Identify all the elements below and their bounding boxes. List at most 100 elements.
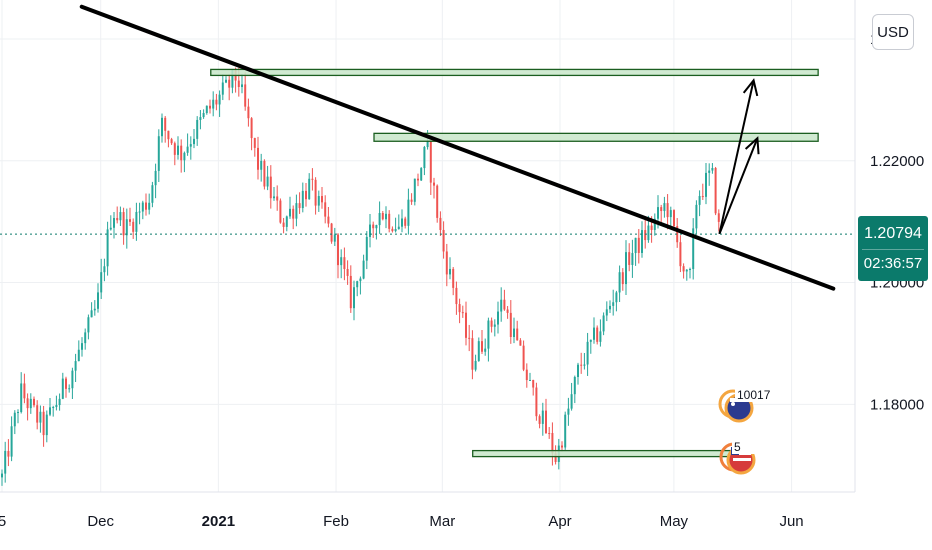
- candle-body: [333, 234, 336, 242]
- candle-body: [503, 299, 506, 310]
- currency-label[interactable]: USD: [872, 14, 914, 50]
- candle-body: [641, 230, 643, 253]
- candle-body: [628, 252, 631, 265]
- candle-body: [685, 269, 688, 272]
- candle-body: [381, 213, 384, 220]
- support-resistance-zone[interactable]: [210, 68, 819, 77]
- candle-body: [349, 275, 352, 309]
- candle-body: [7, 450, 10, 457]
- candle-body: [183, 152, 186, 161]
- candle-body: [481, 341, 483, 352]
- candle-body: [605, 309, 608, 316]
- event-badge-1[interactable]: 10017: [718, 386, 771, 423]
- candle-body: [625, 252, 627, 285]
- trendline[interactable]: [79, 4, 836, 291]
- candle-body: [68, 388, 71, 390]
- projection-arrows[interactable]: [718, 78, 760, 235]
- candle-body: [180, 145, 183, 161]
- candle-body: [337, 234, 339, 266]
- candle-body: [535, 387, 538, 417]
- candle-body: [84, 332, 87, 344]
- candle-body: [189, 144, 192, 147]
- candle-body: [29, 398, 32, 409]
- candle-body: [525, 369, 528, 381]
- candle-body: [74, 361, 77, 371]
- candle-body: [196, 119, 199, 139]
- event-badge-2[interactable]: 5: [719, 438, 756, 475]
- candle-body: [474, 360, 477, 370]
- candle-body: [407, 199, 410, 226]
- candle-body: [167, 130, 170, 140]
- support-resistance-zone[interactable]: [373, 132, 819, 142]
- event-badge-count: 5: [734, 440, 741, 454]
- current-price-badge: 1.20794 02:36:57: [858, 216, 928, 281]
- candle-body: [298, 203, 301, 209]
- candle-body: [311, 178, 314, 180]
- candle-body: [471, 338, 474, 370]
- candle-body: [490, 320, 493, 327]
- x-tick-label: Apr: [548, 513, 571, 530]
- candle-body: [545, 410, 547, 434]
- candle-body: [388, 213, 391, 229]
- candle-body: [202, 112, 205, 118]
- candle-body: [282, 222, 285, 227]
- candle-body: [215, 99, 218, 105]
- candle-body: [205, 105, 208, 113]
- candle-body: [253, 138, 256, 148]
- candle-body: [509, 312, 512, 338]
- candle-body: [324, 202, 327, 217]
- candle-body: [676, 226, 679, 243]
- candle-body: [417, 178, 419, 181]
- candle-body: [36, 405, 39, 423]
- candle-body: [237, 80, 240, 88]
- candle-body: [1, 473, 3, 478]
- candle-body: [458, 304, 461, 313]
- event-badge-count: 10017: [737, 388, 771, 402]
- candle-body: [109, 227, 112, 230]
- candle-body: [570, 394, 573, 409]
- candle-body: [42, 411, 45, 436]
- candle-body: [321, 196, 323, 203]
- candle-body: [663, 203, 666, 212]
- candle-body: [103, 266, 106, 273]
- candle-body: [257, 147, 259, 170]
- candle-body: [209, 105, 211, 109]
- candle-body: [301, 190, 304, 209]
- candle-body: [218, 94, 221, 105]
- x-tick-label: Dec: [87, 513, 114, 530]
- candle-body: [263, 160, 266, 187]
- candle-body: [500, 299, 503, 312]
- candle-body: [247, 106, 250, 119]
- candle-body: [452, 268, 455, 288]
- candle-body: [125, 219, 128, 236]
- candle-body: [413, 178, 416, 202]
- candle-body: [561, 445, 563, 448]
- candle-body: [228, 79, 231, 88]
- candle-body: [689, 269, 691, 271]
- candle-body: [567, 408, 570, 415]
- candle-body: [513, 328, 515, 338]
- support-resistance-zone[interactable]: [472, 449, 732, 458]
- candle-body: [692, 228, 695, 270]
- candle-body: [241, 84, 243, 88]
- candle-body: [589, 339, 592, 342]
- candle-body: [17, 412, 19, 414]
- candle-body: [404, 218, 407, 226]
- candle-body: [340, 257, 343, 266]
- candle-body: [701, 196, 704, 198]
- candle-body: [477, 341, 480, 361]
- candle-body: [289, 208, 291, 217]
- candle-body: [93, 308, 96, 311]
- candle-body: [13, 412, 16, 427]
- candle-body: [141, 202, 144, 212]
- candle-body: [372, 224, 375, 229]
- candle-body: [596, 327, 599, 342]
- zone-rectangles[interactable]: [210, 68, 819, 458]
- candle-body: [551, 433, 554, 454]
- candle-body: [212, 99, 215, 109]
- candle-body: [410, 199, 413, 202]
- candle-body: [26, 398, 29, 409]
- candle-body: [679, 242, 682, 267]
- candle-body: [52, 407, 55, 409]
